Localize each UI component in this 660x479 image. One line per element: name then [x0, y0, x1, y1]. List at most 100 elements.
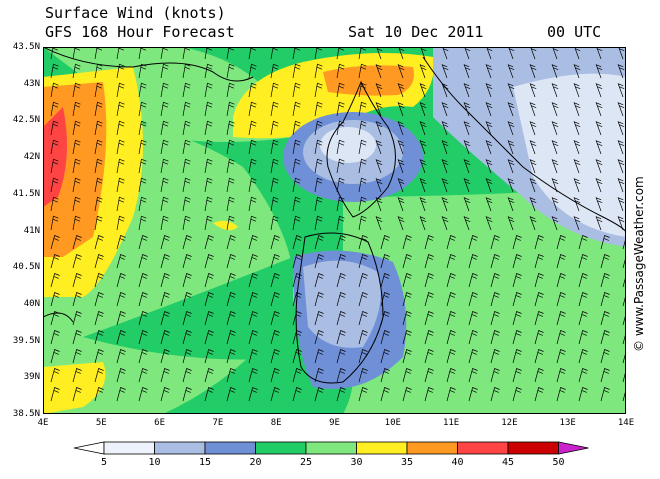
wind-barb	[380, 254, 390, 269]
wind-barb	[292, 311, 302, 326]
wind-barb	[490, 273, 500, 288]
wind-barb	[160, 273, 170, 288]
wind-barb	[402, 311, 412, 326]
wind-barb	[573, 64, 581, 79]
wind-barb	[226, 101, 235, 117]
wind-barb	[468, 311, 478, 326]
scale-label: 25	[299, 457, 313, 468]
wind-barb	[314, 215, 323, 231]
wind-barb	[116, 311, 126, 326]
longitude-label: 6E	[154, 418, 166, 428]
wind-barb	[441, 83, 449, 98]
wind-barb	[94, 177, 103, 193]
wind-barb	[622, 350, 626, 364]
wind-barb	[463, 121, 471, 136]
wind-barb	[556, 349, 566, 364]
wind-barb	[116, 292, 126, 307]
wind-barb	[292, 349, 302, 364]
wind-barb	[226, 47, 235, 60]
wind-barb	[50, 235, 60, 250]
wind-barb	[556, 368, 566, 383]
wind-barb	[419, 140, 427, 155]
wind-barb	[116, 330, 126, 345]
wind-barb	[490, 349, 500, 364]
wind-barb	[248, 330, 258, 345]
wind-barb	[419, 159, 427, 174]
wind-barb	[468, 368, 478, 383]
wind-barb	[182, 368, 192, 383]
wind-barb	[72, 235, 82, 250]
wind-barb	[292, 330, 302, 345]
wind-barb	[292, 368, 302, 383]
wind-barb	[292, 63, 301, 79]
wind-barb	[556, 292, 566, 307]
wind-barb	[358, 63, 367, 79]
wind-barb	[94, 273, 104, 288]
wind-barb	[402, 254, 412, 269]
latitude-label: 42.5N	[12, 115, 40, 126]
wind-barb	[358, 311, 368, 326]
wind-barb	[529, 121, 537, 136]
wind-barb	[160, 311, 170, 326]
wind-barb	[507, 159, 515, 174]
wind-barb	[204, 82, 213, 98]
wind-barb	[336, 273, 346, 288]
wind-barb	[50, 82, 59, 98]
wind-barb	[551, 159, 559, 174]
wind-barb	[529, 178, 537, 193]
longitude-label: 8E	[270, 418, 282, 428]
wind-barb	[204, 139, 213, 155]
wind-barb	[182, 273, 192, 288]
wind-barb	[182, 82, 191, 98]
wind-barb	[226, 235, 236, 250]
wind-barb	[160, 158, 169, 174]
wind-barb	[380, 368, 390, 383]
wind-barb	[512, 311, 522, 326]
yellow-zone	[213, 220, 238, 231]
wind-barb	[226, 139, 235, 155]
wind-barb	[617, 216, 625, 231]
wind-barb	[270, 311, 280, 326]
wind-barb	[182, 177, 191, 193]
wind-barb	[50, 101, 59, 117]
wind-barb	[358, 368, 368, 383]
wind-barb	[446, 273, 456, 288]
wind-barb	[573, 178, 581, 193]
wind-barb	[292, 47, 301, 60]
wind-barb	[314, 368, 324, 383]
wind-barb	[50, 158, 59, 174]
wind-barb	[204, 273, 214, 288]
wind-barb	[617, 197, 625, 212]
wind-barb	[204, 215, 213, 231]
wind-barb	[336, 177, 345, 193]
wind-barb	[314, 387, 324, 402]
wind-barb	[248, 311, 258, 326]
wind-barb	[551, 64, 559, 79]
wind-barb	[468, 330, 478, 345]
wind-barb	[556, 330, 566, 345]
wind-barb	[50, 196, 59, 212]
wind-barb	[182, 120, 191, 136]
wind-barb	[226, 387, 236, 402]
wind-barb	[336, 101, 345, 117]
wind-barb	[248, 292, 258, 307]
latitude-label: 41N	[23, 225, 40, 236]
wind-barb	[226, 273, 236, 288]
wind-barb	[512, 330, 522, 345]
wind-barb	[226, 292, 236, 307]
wind-barb	[50, 177, 59, 193]
wind-barb	[375, 83, 383, 98]
wind-barb	[160, 330, 170, 345]
wind-barb	[463, 140, 471, 155]
wind-barb	[441, 159, 449, 174]
wind-barb	[160, 47, 169, 60]
wind-barb	[226, 311, 236, 326]
wind-barb	[116, 273, 126, 288]
wind-barb	[248, 101, 257, 117]
wind-barb	[336, 158, 345, 174]
wind-barb	[314, 273, 324, 288]
wind-barb	[512, 254, 522, 269]
wind-barb	[292, 254, 302, 269]
wind-barb	[336, 311, 346, 326]
wind-barb	[402, 273, 412, 288]
